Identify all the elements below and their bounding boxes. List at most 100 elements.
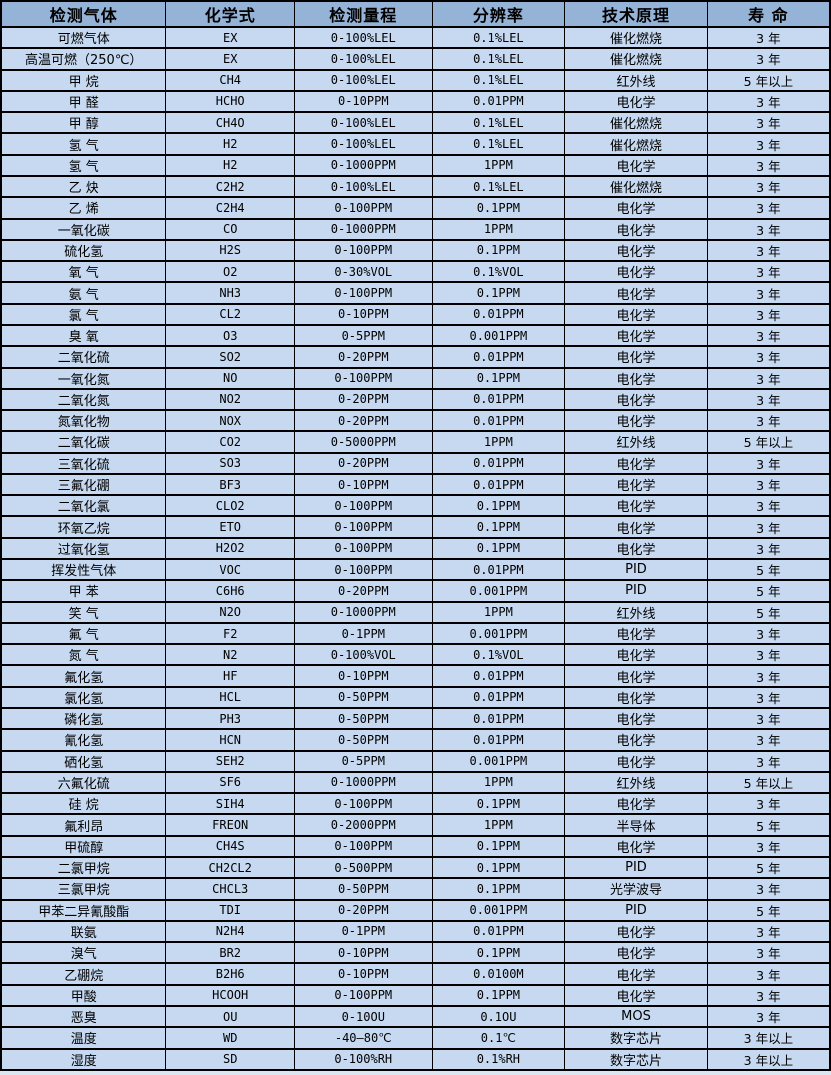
resolution-cell: 1PPM bbox=[431, 217, 566, 241]
gas-cell: 甲酸 bbox=[0, 983, 167, 1007]
resolution-cell: 0.001PPM bbox=[431, 621, 566, 646]
gas-cell: 六氟化硫 bbox=[0, 770, 167, 795]
formula-cell: H2O2 bbox=[165, 536, 295, 561]
principle-cell: 电化学 bbox=[564, 89, 708, 114]
table-row: 乙 炔 C2H2 0-100%LEL 0.1%LEL 催化燃烧 3 年 bbox=[0, 174, 831, 199]
principle-cell: 红外线 bbox=[564, 68, 708, 92]
principle-cell: 电化学 bbox=[564, 472, 708, 497]
lifespan-cell: 3 年 bbox=[706, 685, 831, 710]
principle-cell: 催化燃烧 bbox=[564, 174, 708, 199]
lifespan-cell: 5 年 bbox=[706, 898, 831, 922]
formula-cell: H2 bbox=[165, 153, 295, 177]
formula-cell: NO2 bbox=[165, 387, 295, 412]
table-row: 氟化氢 HF 0-10PPM 0.01PPM 电化学 3 年 bbox=[0, 664, 831, 688]
table-row: 温度 WD -40—80℃ 0.1℃ 数字芯片 3 年以上 bbox=[0, 1026, 831, 1050]
gas-cell: 磷化氢 bbox=[0, 706, 167, 731]
table-row: 二氧化氯 CLO2 0-100PPM 0.1PPM 电化学 3 年 bbox=[0, 494, 831, 518]
gas-cell: 挥发性气体 bbox=[0, 558, 167, 582]
resolution-cell: 0.1PPM bbox=[431, 494, 566, 518]
formula-cell: EX bbox=[165, 25, 295, 50]
range-cell: 0-5PPM bbox=[293, 749, 433, 773]
principle-cell: 电化学 bbox=[564, 238, 708, 263]
lifespan-cell: 5 年 bbox=[706, 579, 831, 603]
table-row: 氯化氢 HCL 0-50PPM 0.01PPM 电化学 3 年 bbox=[0, 685, 831, 710]
formula-cell: PH3 bbox=[165, 706, 295, 731]
formula-cell: C6H6 bbox=[165, 579, 295, 603]
gas-cell: 氰化氢 bbox=[0, 728, 167, 752]
gas-cell: 一氧化碳 bbox=[0, 217, 167, 241]
lifespan-cell: 3 年 bbox=[706, 132, 831, 156]
resolution-cell: 0.01PPM bbox=[431, 728, 566, 752]
lifespan-cell: 3 年 bbox=[706, 323, 831, 348]
formula-cell: O3 bbox=[165, 323, 295, 348]
lifespan-cell: 3 年 bbox=[706, 47, 831, 71]
lifespan-cell: 3 年 bbox=[706, 238, 831, 263]
range-cell: 0-20PPM bbox=[293, 898, 433, 922]
formula-cell: VOC bbox=[165, 558, 295, 582]
resolution-cell: 0.001PPM bbox=[431, 749, 566, 773]
principle-cell: 电化学 bbox=[564, 451, 708, 475]
col-header-principle: 技术原理 bbox=[564, 0, 708, 28]
principle-cell: 电化学 bbox=[564, 983, 708, 1007]
principle-cell: 电化学 bbox=[564, 643, 708, 667]
lifespan-cell: 3 年 bbox=[706, 643, 831, 667]
lifespan-cell: 3 年 bbox=[706, 387, 831, 412]
resolution-cell: 0.01PPM bbox=[431, 302, 566, 326]
formula-cell: OU bbox=[165, 1004, 295, 1029]
resolution-cell: 0.1%LEL bbox=[431, 174, 566, 199]
range-cell: 0-100%LEL bbox=[293, 68, 433, 92]
formula-cell: C2H4 bbox=[165, 196, 295, 220]
resolution-cell: 1PPM bbox=[431, 430, 566, 454]
resolution-cell: 0.01PPM bbox=[431, 451, 566, 475]
table-row: 氢 气 H2 0-1000PPM 1PPM 电化学 3 年 bbox=[0, 153, 831, 177]
table-row: 乙 烯 C2H4 0-100PPM 0.1PPM 电化学 3 年 bbox=[0, 196, 831, 220]
resolution-cell: 0.01PPM bbox=[431, 409, 566, 433]
principle-cell: 电化学 bbox=[564, 260, 708, 284]
formula-cell: HCHO bbox=[165, 89, 295, 114]
table-row: 高温可燃（250℃） EX 0-100%LEL 0.1%LEL 催化燃烧 3 年 bbox=[0, 47, 831, 71]
lifespan-cell: 3 年 bbox=[706, 834, 831, 858]
formula-cell: CH4S bbox=[165, 834, 295, 858]
formula-cell: F2 bbox=[165, 621, 295, 646]
principle-cell: 电化学 bbox=[564, 749, 708, 773]
formula-cell: EX bbox=[165, 47, 295, 71]
lifespan-cell: 3 年 bbox=[706, 877, 831, 901]
lifespan-cell: 3 年 bbox=[706, 728, 831, 752]
lifespan-cell: 3 年 bbox=[706, 366, 831, 390]
formula-cell: N2O bbox=[165, 600, 295, 624]
gas-cell: 甲 烷 bbox=[0, 68, 167, 92]
resolution-cell: 0.1%LEL bbox=[431, 111, 566, 135]
gas-cell: 环氧乙烷 bbox=[0, 515, 167, 539]
range-cell: 0-100PPM bbox=[293, 558, 433, 582]
lifespan-cell: 3 年 bbox=[706, 111, 831, 135]
resolution-cell: 0.1%LEL bbox=[431, 25, 566, 50]
gas-cell: 甲 苯 bbox=[0, 579, 167, 603]
table-row: 硒化氢 SEH2 0-5PPM 0.001PPM 电化学 3 年 bbox=[0, 749, 831, 773]
formula-cell: NH3 bbox=[165, 281, 295, 305]
gas-cell: 溴气 bbox=[0, 941, 167, 965]
range-cell: 0-50PPM bbox=[293, 685, 433, 710]
lifespan-cell: 3 年 bbox=[706, 409, 831, 433]
formula-cell: SO3 bbox=[165, 451, 295, 475]
table-row: 甲酸 HCOOH 0-100PPM 0.1PPM 电化学 3 年 bbox=[0, 983, 831, 1007]
range-cell: 0-5000PPM bbox=[293, 430, 433, 454]
range-cell: 0-10PPM bbox=[293, 89, 433, 114]
formula-cell: NOX bbox=[165, 409, 295, 433]
lifespan-cell: 3 年以上 bbox=[706, 1047, 831, 1071]
gas-cell: 二氧化氯 bbox=[0, 494, 167, 518]
lifespan-cell: 3 年 bbox=[706, 260, 831, 284]
gas-cell: 可燃气体 bbox=[0, 25, 167, 50]
principle-cell: 电化学 bbox=[564, 706, 708, 731]
formula-cell: HCN bbox=[165, 728, 295, 752]
principle-cell: 电化学 bbox=[564, 153, 708, 177]
table-row: 氢 气 H2 0-100%LEL 0.1%LEL 催化燃烧 3 年 bbox=[0, 132, 831, 156]
principle-cell: 电化学 bbox=[564, 515, 708, 539]
principle-cell: PID bbox=[564, 898, 708, 922]
header-row: 检测气体 化学式 检测量程 分辨率 技术原理 寿 命 bbox=[0, 0, 831, 28]
table-row: 氟利昂 FREON 0-2000PPM 1PPM 半导体 5 年 bbox=[0, 813, 831, 837]
gas-cell: 氮 气 bbox=[0, 643, 167, 667]
formula-cell: BF3 bbox=[165, 472, 295, 497]
principle-cell: 电化学 bbox=[564, 685, 708, 710]
resolution-cell: 1PPM bbox=[431, 153, 566, 177]
resolution-cell: 0.1PPM bbox=[431, 238, 566, 263]
